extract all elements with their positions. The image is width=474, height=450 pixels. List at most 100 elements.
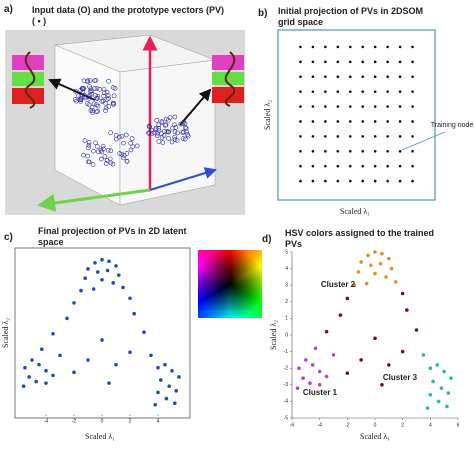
data-point — [331, 353, 336, 357]
data-point — [398, 75, 402, 79]
x-tick-label: 4 — [429, 422, 432, 428]
input-point — [102, 154, 108, 159]
input-point — [95, 144, 100, 149]
data-point — [366, 253, 370, 258]
data-point — [311, 120, 315, 123]
data-point — [336, 90, 340, 93]
data-point — [324, 105, 327, 108]
data-point — [425, 406, 430, 410]
x-tick-label: -2 — [345, 422, 350, 428]
data-point — [58, 353, 62, 358]
panel-label: d) — [262, 234, 272, 245]
input-point — [146, 131, 152, 136]
data-point — [299, 179, 302, 183]
input-point — [185, 132, 190, 137]
data-point — [83, 276, 87, 281]
x-tick-label: 6 — [457, 422, 460, 428]
input-point — [163, 122, 169, 128]
data-point — [398, 179, 402, 183]
input-point — [89, 105, 95, 110]
data-point — [411, 149, 414, 153]
data-point — [164, 396, 169, 401]
data-point — [411, 60, 414, 64]
data-point — [361, 90, 365, 93]
data-point — [436, 399, 441, 404]
data-point — [23, 365, 27, 370]
data-point — [324, 374, 329, 379]
data-point — [177, 375, 181, 379]
input-point — [78, 97, 83, 102]
data-point — [359, 358, 363, 362]
input-point — [180, 121, 186, 126]
x-tick-label: -4 — [44, 418, 49, 424]
y-axis-label: Scaled λ₂ — [269, 320, 278, 350]
input-point — [111, 101, 116, 106]
data-point — [361, 60, 365, 64]
input-point — [104, 96, 110, 102]
data-point — [386, 45, 389, 49]
y-tick-label: 4 — [285, 266, 288, 272]
plot-frame — [277, 29, 436, 201]
data-point — [107, 259, 111, 264]
input-point — [101, 87, 107, 92]
input-point — [100, 143, 106, 149]
input-point — [90, 162, 96, 167]
data-point — [411, 90, 414, 93]
data-point — [414, 328, 419, 332]
data-point — [117, 273, 121, 277]
data-point — [27, 375, 32, 379]
data-point — [51, 331, 55, 336]
data-point — [336, 45, 340, 49]
input-point — [111, 102, 116, 107]
data-point — [311, 149, 315, 153]
data-point — [398, 105, 402, 108]
data-point — [30, 358, 34, 362]
input-point — [94, 102, 99, 108]
side-profile-left — [12, 51, 44, 109]
input-point — [94, 86, 100, 91]
data-point — [411, 120, 414, 123]
input-point — [86, 159, 92, 165]
input-point — [175, 130, 180, 136]
data-point — [317, 369, 322, 374]
input-point — [103, 161, 109, 166]
data-point — [336, 164, 340, 168]
data-point — [369, 263, 373, 268]
input-point — [87, 78, 93, 83]
y-tick-label: -5 — [284, 415, 289, 421]
input-point — [103, 108, 108, 113]
data-point — [336, 135, 340, 138]
input-point — [86, 102, 92, 107]
data-point — [317, 383, 322, 387]
input-point — [174, 138, 180, 143]
data-point — [361, 135, 365, 138]
y-axis-label: Scaled λ₂ — [263, 100, 272, 130]
data-point — [435, 363, 440, 367]
data-point — [348, 179, 352, 183]
panel-title: Initial projection of PVs in 2DSOM grid … — [278, 6, 424, 27]
data-point — [72, 370, 76, 375]
data-point — [400, 349, 405, 354]
data-point — [359, 260, 363, 264]
cluster-label: Cluster 1 — [303, 388, 338, 397]
input-point — [178, 121, 183, 127]
data-point — [361, 164, 365, 168]
input-point — [81, 152, 86, 158]
data-point — [174, 389, 178, 393]
input-point — [181, 129, 186, 135]
data-point — [386, 135, 389, 138]
input-point — [97, 86, 102, 92]
input-point — [86, 96, 92, 101]
data-point — [324, 135, 327, 138]
input-point — [98, 156, 104, 162]
data-point — [411, 164, 414, 168]
x-tick-label: 4 — [157, 418, 160, 424]
data-point — [311, 105, 315, 108]
data-point — [100, 277, 104, 282]
x-axis-label: Scaled λ₁ — [340, 207, 370, 216]
data-point — [299, 90, 302, 93]
data-point — [96, 270, 100, 274]
data-point — [380, 383, 384, 387]
input-point — [95, 108, 100, 114]
